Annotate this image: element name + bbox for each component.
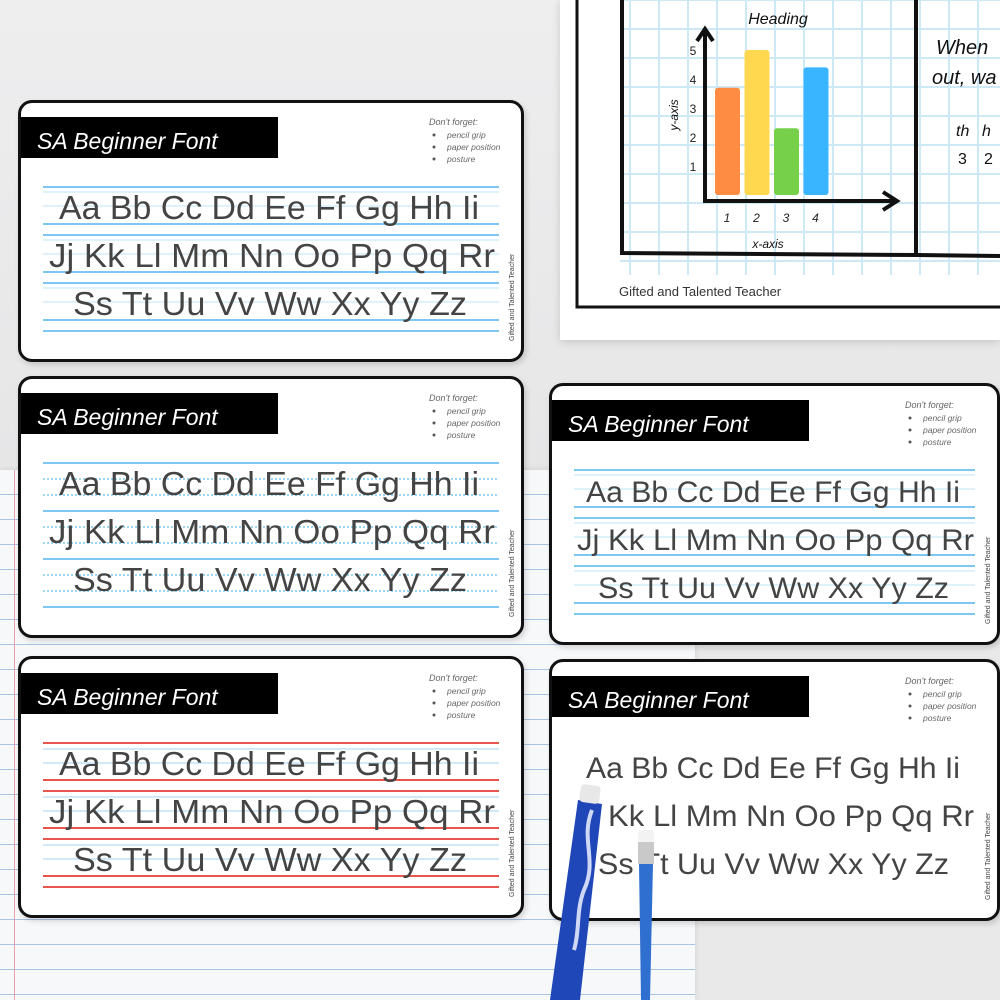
reminder-item: posture [446,430,476,440]
alphabet-row: Jj Kk Ll Mm Nn Oo Pp Qq Rr [577,524,974,557]
margin-line [14,470,15,1000]
table-value: 2 [984,151,993,168]
bar-1 [715,87,740,195]
card-credit: Gifted and Talented Teacher [509,253,516,341]
poster-credit: Gifted and Talented Teacher [619,284,782,299]
alphabet-row: Ss Tt Uu Vv Ww Xx Yy Zz [598,848,949,881]
card-title: SA Beginner Font [37,128,219,154]
side-text: When [936,37,988,59]
reminder-item: paper position [922,425,977,435]
reminder-heading: Don't forget: [905,676,954,686]
y-tick-label: 5 [690,44,697,58]
bar-3 [774,128,799,195]
reminder-item: paper position [922,701,977,711]
reminder-item: paper position [446,418,501,428]
table-header: h [982,123,991,140]
reminder-heading: Don't forget: [905,400,954,410]
reminder-item: pencil grip [922,689,962,699]
alphabet-card: SA Beginner Font Don't forget: pencil grip… [549,383,1000,645]
x-tick-label: 3 [783,211,790,225]
card-title: SA Beginner Font [37,684,219,710]
bar-4 [803,67,829,195]
card-title: SA Beginner Font [37,404,219,430]
reminder-item: posture [446,710,476,720]
side-text: out, wa [932,67,996,89]
alphabet-card: SA Beginner Font Don't forget: pencil grip… [18,376,524,638]
card-credit: Gifted and Talented Teacher [509,809,516,897]
reminder-item: posture [922,437,952,447]
alphabet-row: Jj Kk Ll Mm Nn Oo Pp Qq Rr [577,800,974,833]
alphabet-row: Jj Kk Ll Mm Nn Oo Pp Qq Rr [49,237,495,274]
table-header: th [956,123,969,140]
alphabet-row: Jj Kk Ll Mm Nn Oo Pp Qq Rr [49,513,495,550]
reminder-item: pencil grip [446,686,486,696]
alphabet-row: Aa Bb Cc Dd Ee Ff Gg Hh Ii [586,476,960,509]
card-title: SA Beginner Font [568,411,750,437]
y-tick-label: 3 [690,102,697,116]
reminder-item: pencil grip [446,130,486,140]
alphabet-row: Aa Bb Cc Dd Ee Ff Gg Hh Ii [59,189,479,226]
alphabet-row: Aa Bb Cc Dd Ee Ff Gg Hh Ii [59,745,479,782]
blue-pen [550,784,602,1000]
reminder-item: posture [922,713,952,723]
card-credit: Gifted and Talented Teacher [985,536,992,624]
card-title: SA Beginner Font [568,687,750,713]
card-credit: Gifted and Talented Teacher [509,529,516,617]
card-credit: Gifted and Talented Teacher [985,812,992,900]
bar-2 [744,50,770,195]
table-value: 3 [958,151,967,168]
alphabet-row: Ss Tt Uu Vv Ww Xx Yy Zz [73,841,467,878]
reminder-item: paper position [446,142,501,152]
alphabet-card: SA Beginner Font Don't forget: pencil grip… [18,100,524,362]
y-tick-label: 4 [690,73,697,87]
alphabet-row: Jj Kk Ll Mm Nn Oo Pp Qq Rr [49,793,495,830]
reminder-heading: Don't forget: [429,393,478,403]
blue-pencil [638,830,654,1000]
reminder-item: pencil grip [446,406,486,416]
x-tick-label: 1 [724,211,731,225]
y-tick-label: 2 [690,131,697,145]
reminder-item: paper position [446,698,501,708]
alphabet-row: Ss Tt Uu Vv Ww Xx Yy Zz [73,285,467,322]
x-tick-label: 2 [752,211,760,225]
reminder-item: posture [446,154,476,164]
bar-graph-poster: 1 2 3 4 1 2 3 4 5 Heading x-axis y-axis When out, wa t… [560,0,1000,340]
alphabet-card: SA Beginner Font Don't forget: pencil grip… [549,659,1000,921]
y-axis-label: y-axis [667,99,681,131]
reminder-heading: Don't forget: [429,117,478,127]
reminder-heading: Don't forget: [429,673,478,683]
chart-title: Heading [748,11,808,28]
y-tick-label: 1 [690,160,697,174]
alphabet-row: Ss Tt Uu Vv Ww Xx Yy Zz [73,561,467,598]
x-axis-label: x-axis [751,237,783,251]
alphabet-row: Ss Tt Uu Vv Ww Xx Yy Zz [598,572,949,605]
reminder-item: pencil grip [922,413,962,423]
alphabet-card: SA Beginner Font Don't forget: pencil grip… [18,656,524,918]
x-tick-label: 4 [812,211,819,225]
alphabet-row: Aa Bb Cc Dd Ee Ff Gg Hh Ii [586,752,960,785]
alphabet-row: Aa Bb Cc Dd Ee Ff Gg Hh Ii [59,465,479,502]
